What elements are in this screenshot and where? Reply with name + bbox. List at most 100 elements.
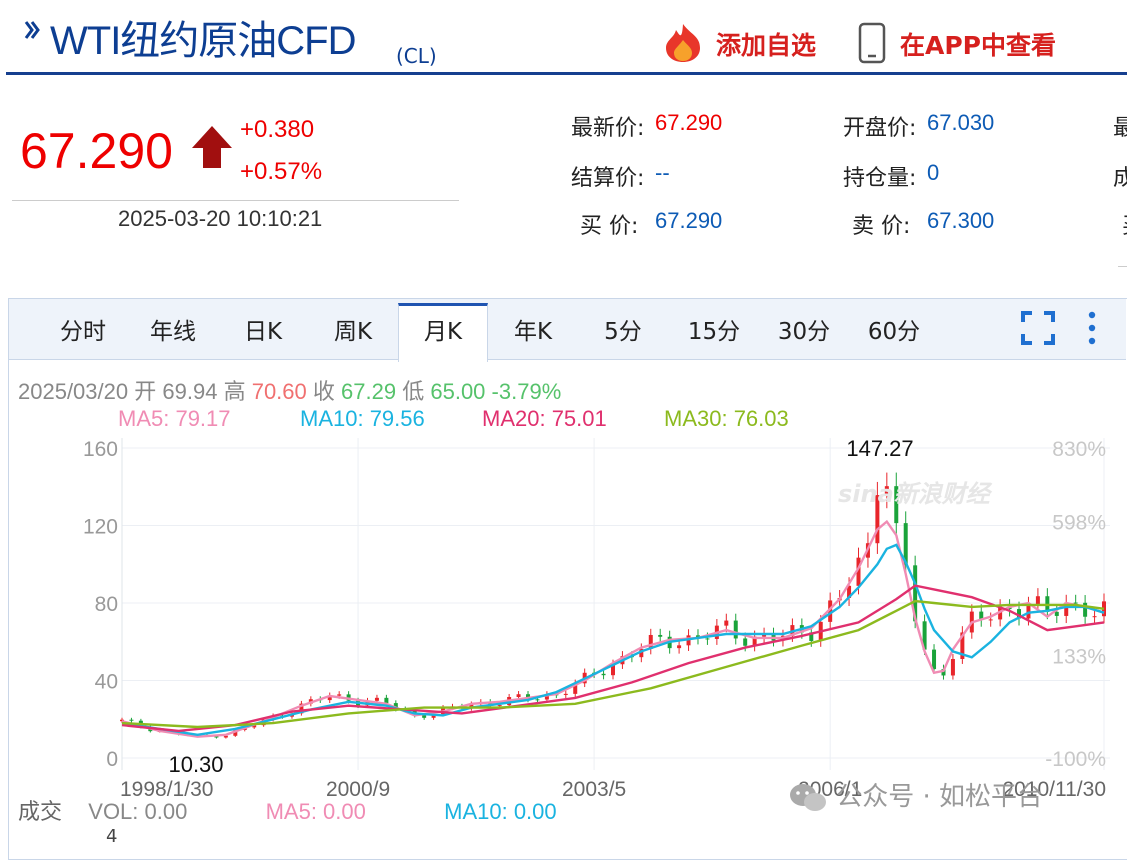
x-tick-label: 1998/1/30 — [120, 778, 213, 800]
symbol-code: (CL) — [396, 44, 437, 68]
fire-icon[interactable] — [660, 22, 706, 64]
quote-divider — [12, 200, 459, 201]
tab-15min[interactable]: 15分 — [687, 319, 741, 345]
candle-body — [724, 620, 729, 626]
page-title: WTI纽约原油CFD — [50, 19, 357, 63]
x-tick-label: 2000/9 — [326, 778, 390, 800]
candle-body — [611, 664, 615, 676]
candle-body — [875, 495, 880, 544]
candle-body — [223, 735, 228, 738]
price-change-pct: +0.57% — [240, 158, 323, 185]
volume-value: VOL: 0.00 — [88, 799, 188, 824]
y-tick-label: 0 — [106, 748, 118, 771]
tab-5min[interactable]: 5分 — [604, 319, 642, 345]
candle-body — [422, 715, 427, 718]
candle-body — [327, 695, 332, 701]
tab-60min[interactable]: 60分 — [867, 319, 921, 345]
open-interest-value: 0 — [927, 160, 940, 185]
volume-ma5: MA5: 0.00 — [265, 799, 366, 824]
candle-body — [601, 673, 606, 676]
volume-label: 成交 — [18, 799, 63, 824]
candle-body — [979, 611, 984, 620]
ma-line-ma5 — [121, 519, 1105, 738]
open-price-value: 67.030 — [927, 110, 995, 135]
sina-finance-logo: sina新浪财经 — [838, 480, 993, 508]
more-options-icon[interactable] — [1084, 310, 1100, 346]
candle-body — [233, 729, 238, 736]
candle-body — [516, 694, 521, 698]
tab-yearline[interactable]: 年线 — [150, 319, 196, 345]
candle-body — [639, 648, 644, 658]
candle-body — [120, 719, 124, 722]
y-tick-label: 160 — [83, 438, 118, 461]
candle-body — [762, 633, 767, 637]
candle-body — [705, 638, 710, 640]
view-in-app-button[interactable]: 在APP中查看 — [900, 31, 1056, 60]
ohlc-low-label: 低 — [402, 379, 425, 404]
candle-body — [677, 645, 682, 649]
candle-body — [648, 634, 653, 649]
candle-body — [1026, 604, 1031, 619]
y-right-tick-label: 133% — [1052, 645, 1106, 668]
volume-readout: 成交 VOL: 0.00 MA5: 0.00 MA10: 0.00 — [18, 794, 557, 826]
candle-body — [1054, 611, 1059, 616]
tab-yearly-k[interactable]: 年K — [513, 319, 553, 345]
quote-time: 2025-03-20 10:10:21 — [118, 206, 323, 231]
chart-panel — [8, 298, 1127, 860]
ma-line-ma20 — [121, 584, 1105, 733]
candle-body — [950, 658, 955, 676]
ohlc-close-label: 收 — [312, 379, 335, 404]
candle-body — [932, 649, 937, 670]
candle-body — [252, 725, 257, 728]
phone-icon[interactable] — [858, 22, 886, 64]
ohlc-high: 70.60 — [251, 379, 307, 404]
field-label: 持仓量: — [843, 166, 917, 191]
tab-weekly-k[interactable]: 周K — [333, 319, 373, 345]
tab-monthly-k[interactable]: 月K — [398, 303, 488, 362]
candle-body — [922, 621, 927, 650]
volume-tick: 4 — [106, 826, 118, 847]
bid-price-value: 67.290 — [655, 208, 723, 233]
candle-body — [1092, 616, 1097, 618]
max-price-label: 147.27 — [846, 436, 913, 461]
header-divider — [6, 72, 1127, 75]
ohlc-readout: 2025/03/20 开 69.94 高 70.60 收 67.29 低 65.… — [18, 374, 561, 406]
settle-price-value: -- — [655, 160, 670, 185]
title-arrow-icon — [24, 21, 40, 39]
y-right-tick-label: 830% — [1052, 438, 1106, 461]
min-price-label: 10.30 — [168, 752, 223, 777]
tab-daily-k[interactable]: 日K — [243, 319, 283, 345]
watermark-text: 公众号 · 如松平台 — [836, 782, 1044, 812]
ohlc-open: 69.94 — [162, 379, 218, 404]
candle-body — [856, 557, 861, 586]
candle-body — [1017, 609, 1022, 619]
ma-line-ma10 — [121, 543, 1105, 737]
candle-body — [988, 619, 993, 621]
candle-body — [469, 704, 474, 709]
candle-body — [752, 636, 757, 646]
candle-body — [884, 486, 889, 496]
add-watchlist-button[interactable]: 添加自选 — [716, 31, 817, 60]
candle-body — [941, 669, 946, 676]
candle-body — [337, 694, 342, 696]
candle-body — [1035, 596, 1040, 605]
x-tick-label: 2010/11/30 — [1002, 778, 1106, 800]
tab-intraday[interactable]: 分时 — [60, 319, 106, 345]
candle-body — [913, 565, 918, 622]
ohlc-open-label: 开 — [134, 379, 157, 404]
field-label: 最新价: — [571, 116, 645, 141]
fullscreen-icon[interactable] — [1020, 310, 1056, 346]
candle-body — [535, 699, 540, 701]
candle-body — [129, 719, 134, 721]
y-tick-label: 40 — [95, 671, 118, 694]
candle-body — [544, 694, 549, 700]
tab-30min[interactable]: 30分 — [777, 319, 831, 345]
y-right-tick-label: -100% — [1045, 748, 1106, 771]
kline-chart[interactable]: 160 120 80 40 0 830% 598% 133% -100% 1998/1/30 200… — [0, 430, 1127, 800]
candle-body — [384, 697, 389, 704]
candle-body — [1073, 602, 1078, 604]
ohlc-close: 67.29 — [341, 379, 397, 404]
candle-body — [847, 585, 852, 598]
candle-body — [733, 620, 738, 639]
candle-body — [431, 714, 436, 718]
